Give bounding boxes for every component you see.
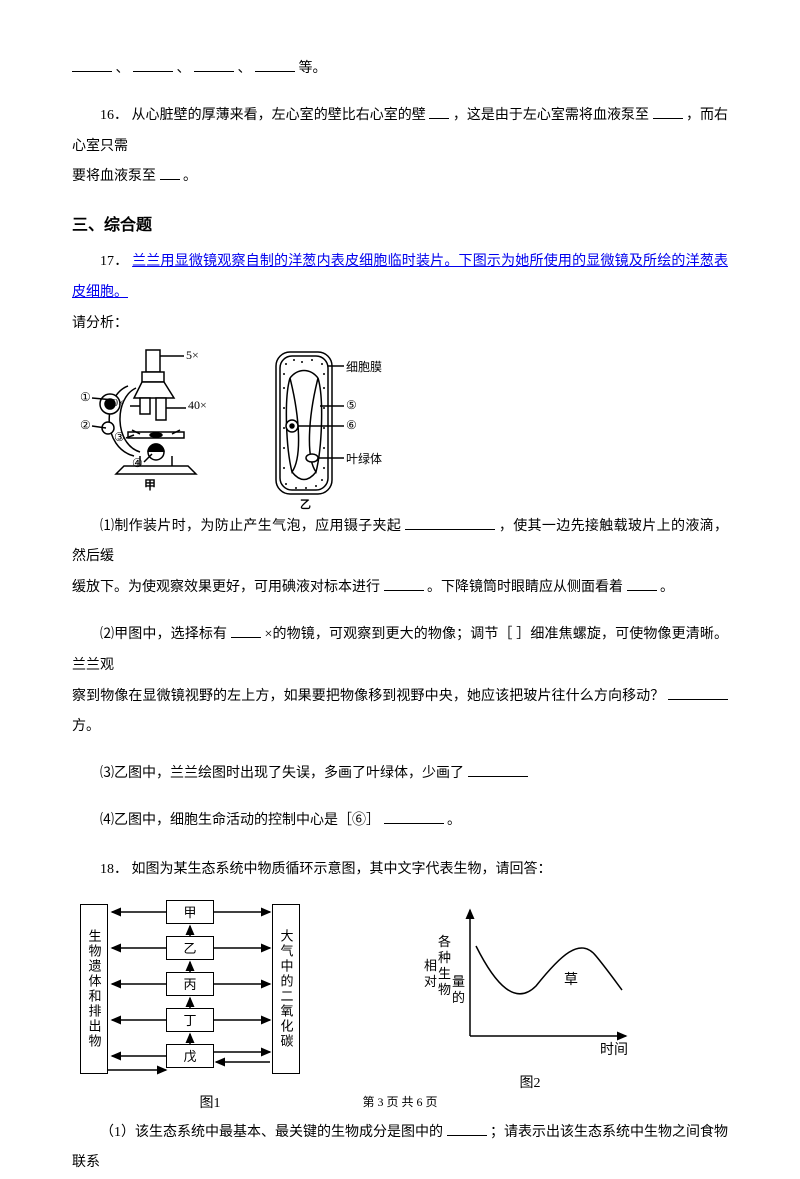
q17-p1a: ⑴制作装片时，为防止产生气泡，应用镊子夹起: [100, 519, 401, 534]
cell-label-5: ⑤: [346, 398, 357, 413]
mag-40x: 40×: [188, 398, 207, 413]
label-1: ①: [80, 390, 91, 405]
blank: [447, 1122, 487, 1136]
q16-a: 从心脏壁的厚薄来看，左心室的壁比右心室的壁: [132, 108, 426, 123]
graph-caption: 图2: [420, 1072, 640, 1092]
blank: [194, 58, 234, 72]
svg-text:各: 各: [438, 934, 451, 949]
page-footer: 第 3 页 共 6 页: [0, 1093, 800, 1110]
q16-num: 16．: [100, 108, 128, 123]
svg-text:生: 生: [438, 966, 451, 981]
q16-d: 要将血液泵至: [72, 169, 156, 184]
blank: [231, 624, 261, 638]
label-3: ③: [114, 430, 125, 445]
q17-link-text[interactable]: 兰兰用显微镜观察自制的洋葱内表皮细胞临时装片。下图示为她所使用的显微镜及所绘的洋…: [72, 254, 728, 300]
graph-icon: 草 时间 各 种 生 物 相 对 量 的: [420, 896, 640, 1066]
q17-intro2: 请分析：: [72, 309, 728, 340]
blank: [133, 58, 173, 72]
mag-5x: 5×: [186, 348, 199, 363]
top-blank-line: 、 、 、 等。: [72, 54, 728, 85]
cell-label-membrane: 细胞膜: [346, 358, 382, 375]
q17-p2c: 察到物像在显微镜视野的左上方，如果要把物像移到视野中央，她应该把玻片往什么方向移…: [72, 689, 664, 704]
q18-q1a: （1）该生态系统中最基本、最关键的生物成分是图中的: [100, 1125, 443, 1140]
q18-intro: 18． 如图为某生态系统中物质循环示意图，其中文字代表生物，请回答：: [72, 855, 728, 886]
q18-intro-text: 如图为某生态系统中物质循环示意图，其中文字代表生物，请回答：: [132, 862, 552, 877]
blank: [627, 577, 657, 591]
q17-intro2-text: 请分析：: [72, 316, 128, 331]
q17-p4: ⑷乙图中，细胞生命活动的控制中心是［⑥］ 。: [72, 806, 728, 837]
q17-p2d: 方。: [72, 719, 100, 734]
q17-p1-cont: 缓放下。为使观察效果更好，可用碘液对标本进行 。下降镜筒时眼睛应从侧面看着 。: [72, 573, 728, 604]
q17-p3a: ⑶乙图中，兰兰绘图时出现了失误，多画了叶绿体，少画了: [100, 766, 464, 781]
q16: 16． 从心脏壁的厚薄来看，左心室的壁比右心室的壁 ，这是由于左心室需将血液泵至…: [72, 101, 728, 163]
blank: [384, 577, 424, 591]
q17-p1: ⑴制作装片时，为防止产生气泡，应用镊子夹起 ，使其一边先接触载玻片上的液滴，然后…: [72, 512, 728, 574]
mag-10x: 10×: [108, 398, 124, 409]
label-4: ④: [132, 456, 143, 471]
svg-text:种: 种: [438, 950, 451, 965]
q17-p2-cont: 察到物像在显微镜视野的左上方，如果要把物像移到视野中央，她应该把玻片往什么方向移…: [72, 682, 728, 744]
blank: [255, 58, 295, 72]
cell-caption: 乙: [300, 496, 311, 512]
q17-p1c: 缓放下。为使观察效果更好，可用碘液对标本进行: [72, 580, 380, 595]
q18-num: 18．: [100, 862, 128, 877]
q16-cont: 要将血液泵至 。: [72, 162, 728, 193]
label-2: ②: [80, 418, 91, 433]
blank: [72, 58, 112, 72]
q17-figure-row: 5× 40× 10× ① ② ③ ④ 甲: [84, 348, 728, 506]
q16-e: 。: [183, 169, 197, 184]
section-3-title: 三、综合题: [72, 211, 728, 235]
q17-p3: ⑶乙图中，兰兰绘图时出现了失误，多画了叶绿体，少画了: [72, 759, 728, 790]
q17-p4b: 。: [447, 813, 461, 828]
separator: 、: [177, 61, 191, 76]
blank: [653, 105, 683, 119]
blank: [429, 105, 449, 119]
svg-text:相: 相: [424, 958, 437, 973]
svg-text:物: 物: [438, 982, 451, 997]
graph-series-label: 草: [564, 972, 578, 988]
svg-text:的: 的: [452, 990, 465, 1005]
svg-text:对: 对: [424, 974, 437, 989]
blank: [384, 810, 444, 824]
q17-p4a: ⑷乙图中，细胞生命活动的控制中心是［⑥］: [100, 813, 380, 828]
graph-xlabel: 时间: [600, 1042, 628, 1058]
blank: [405, 516, 495, 530]
q17-intro: 17． 兰兰用显微镜观察自制的洋葱内表皮细胞临时装片。下图示为她所使用的显微镜及…: [72, 247, 728, 309]
blank: [160, 166, 180, 180]
cell-figure: 细胞膜 ⑤ ⑥ 叶绿体 乙: [272, 348, 382, 506]
q18-figure-row: 生物遗体和排出物 大气中的二氧化碳 甲 乙 丙 丁 戊: [80, 896, 728, 1112]
blank: [468, 763, 528, 777]
q17-p1d: 。下降镜筒时眼睛应从侧面看着: [427, 580, 623, 595]
blank: [668, 686, 728, 700]
microscope-caption: 甲: [144, 476, 156, 493]
flowchart-figure: 生物遗体和排出物 大气中的二氧化碳 甲 乙 丙 丁 戊: [80, 896, 340, 1112]
cell-label-chloroplast: 叶绿体: [346, 450, 382, 467]
separator: 、: [238, 61, 252, 76]
q17-num: 17．: [100, 254, 128, 269]
q17-p2: ⑵甲图中，选择标有 ×的物镜，可观察到更大的物像；调节［ ］细准焦螺旋，可使物像…: [72, 620, 728, 682]
cell-label-6: ⑥: [346, 418, 357, 433]
graph-figure: 草 时间 各 种 生 物 相 对 量 的 图2: [420, 896, 640, 1092]
flow-arrows-icon: [80, 896, 330, 1086]
q18-q1: （1）该生态系统中最基本、最关键的生物成分是图中的 ；请表示出该生态系统中生物之…: [72, 1118, 728, 1179]
microscope-icon: [84, 348, 224, 478]
q17-p2a: ⑵甲图中，选择标有: [100, 627, 227, 642]
microscope-figure: 5× 40× 10× ① ② ③ ④ 甲: [84, 348, 234, 490]
q17-p1e: 。: [660, 580, 674, 595]
separator: 、: [116, 61, 130, 76]
svg-text:量: 量: [452, 974, 465, 989]
tail-text: 等。: [299, 61, 327, 76]
q16-b: ，这是由于左心室需将血液泵至: [453, 108, 649, 123]
